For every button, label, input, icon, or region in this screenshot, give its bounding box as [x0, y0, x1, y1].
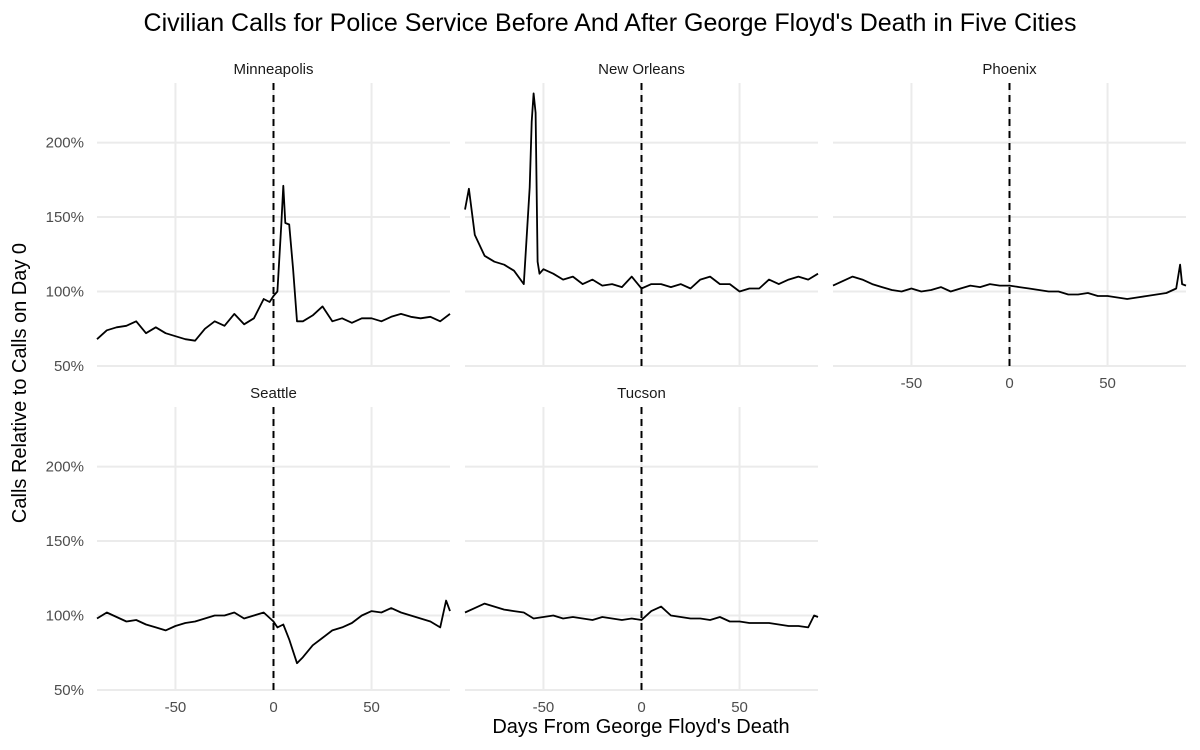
- y-tick-label-50%: 50%: [54, 682, 84, 699]
- x-tick-label--50: -50: [533, 699, 555, 716]
- y-axis-title: Calls Relative to Calls on Day 0: [9, 243, 31, 523]
- panel-phoenix: Phoenix -50 0 50: [832, 61, 1187, 392]
- x-tick-label-50: 50: [363, 699, 380, 716]
- series-line-phoenix: [832, 263, 1187, 300]
- x-tick-label--50: -50: [165, 699, 187, 716]
- series-line-seattle: [96, 599, 451, 665]
- y-tick-label-100%: 100%: [46, 284, 84, 301]
- x-tick-label-0: 0: [637, 699, 645, 716]
- x-tick-label-50: 50: [1099, 375, 1116, 392]
- y-tick-label-200%: 200%: [46, 459, 84, 476]
- x-tick-label--50: -50: [901, 375, 923, 392]
- y-tick-label-50%: 50%: [54, 358, 84, 375]
- facet-label-phoenix: Phoenix: [982, 61, 1037, 78]
- facet-label-minneapolis: Minneapolis: [233, 61, 313, 78]
- x-tick-label-50: 50: [731, 699, 748, 716]
- panel-minneapolis: Minneapolis 50% 100% 150% 200%: [46, 61, 451, 375]
- y-tick-label-150%: 150%: [46, 209, 84, 226]
- facet-label-new-orleans: New Orleans: [598, 61, 685, 78]
- x-tick-label-0: 0: [1005, 375, 1013, 392]
- facet-label-seattle: Seattle: [250, 385, 297, 402]
- y-tick-label-150%: 150%: [46, 533, 84, 550]
- facet-label-tucson: Tucson: [617, 385, 666, 402]
- x-tick-label-0: 0: [269, 699, 277, 716]
- chart-title: Civilian Calls for Police Service Before…: [144, 9, 1077, 37]
- series-line-new-orleans: [464, 92, 819, 293]
- panel-tucson: Tucson -50 0 50: [464, 385, 819, 716]
- series-line-minneapolis: [96, 184, 451, 342]
- y-tick-label-100%: 100%: [46, 608, 84, 625]
- panel-new-orleans: New Orleans: [464, 61, 819, 367]
- facet-panels: Minneapolis 50% 100% 150% 200% New Orleans Pho…: [46, 61, 1187, 716]
- x-axis-title: Days From George Floyd's Death: [492, 716, 789, 738]
- series-line-tucson: [464, 602, 819, 629]
- y-tick-label-200%: 200%: [46, 135, 84, 152]
- panel-seattle: Seattle 50% 100% 150% 200% -50 0 50: [46, 385, 451, 716]
